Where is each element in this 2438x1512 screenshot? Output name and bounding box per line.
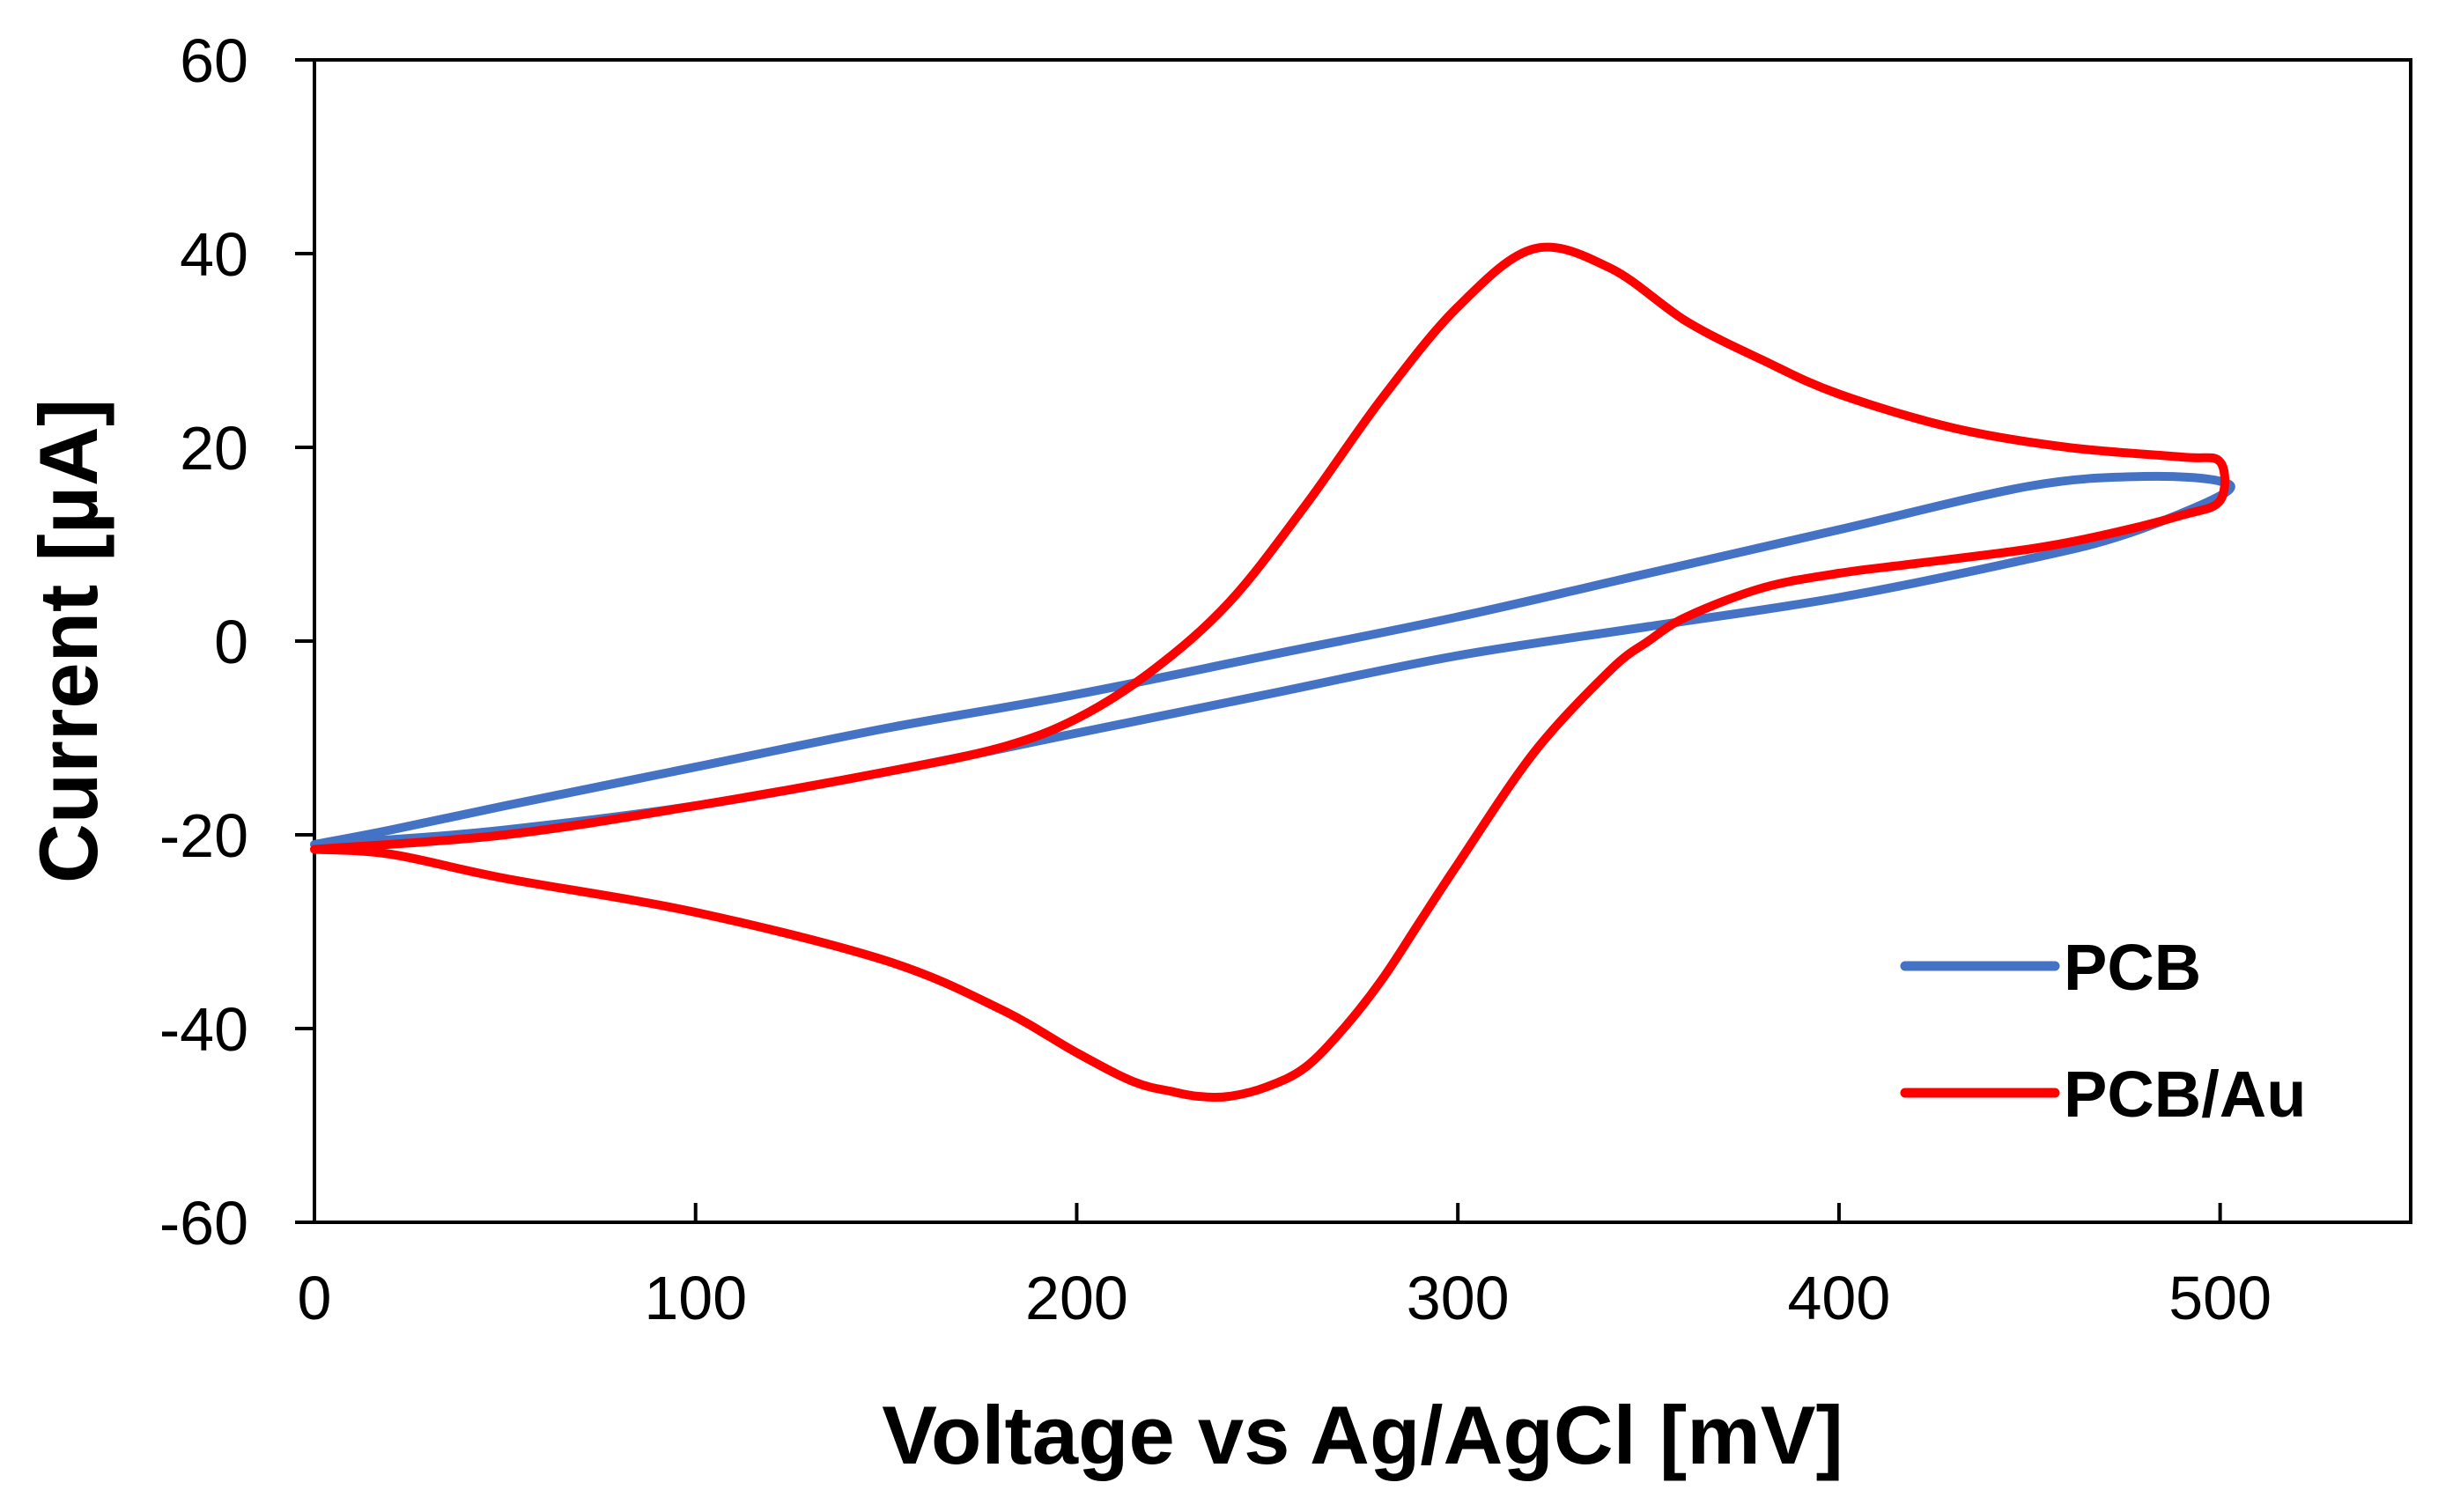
x-tick-label: 300 [1407,1264,1510,1332]
y-tick-label: 20 [180,414,248,483]
y-axis-title: Current [µA] [22,399,115,883]
series-group [310,242,2235,1103]
x-tick-label: 100 [644,1264,747,1332]
y-tick-label: -40 [159,995,248,1064]
x-axis-title: Voltage vs Ag/AgCl [mV] [882,1389,1843,1481]
x-tick-label: 500 [2168,1264,2272,1332]
x-tick-label: 400 [1788,1264,1891,1332]
y-tick-label: -60 [159,1189,248,1258]
x-tick-label: 0 [298,1264,332,1332]
plot-frame [313,58,2412,1224]
y-tick-label: 40 [180,220,248,289]
y-tick-label: 0 [214,608,248,676]
x-axis: 0 100 200 300 400 500 [298,1203,2272,1332]
x-tick-label: 200 [1025,1264,1128,1332]
series-line-pcb-au [310,242,2229,1103]
legend-label-pcb: PCB [2064,931,2201,1004]
y-tick-label: 60 [180,26,248,95]
legend-label-pcb-au: PCB/Au [2064,1058,2306,1131]
series-line-pcb [310,471,2235,849]
y-axis: 60 40 20 0 -20 -40 -60 [159,26,314,1258]
y-tick-label: -20 [159,801,248,870]
legend: PCB PCB/Au [1900,931,2306,1131]
